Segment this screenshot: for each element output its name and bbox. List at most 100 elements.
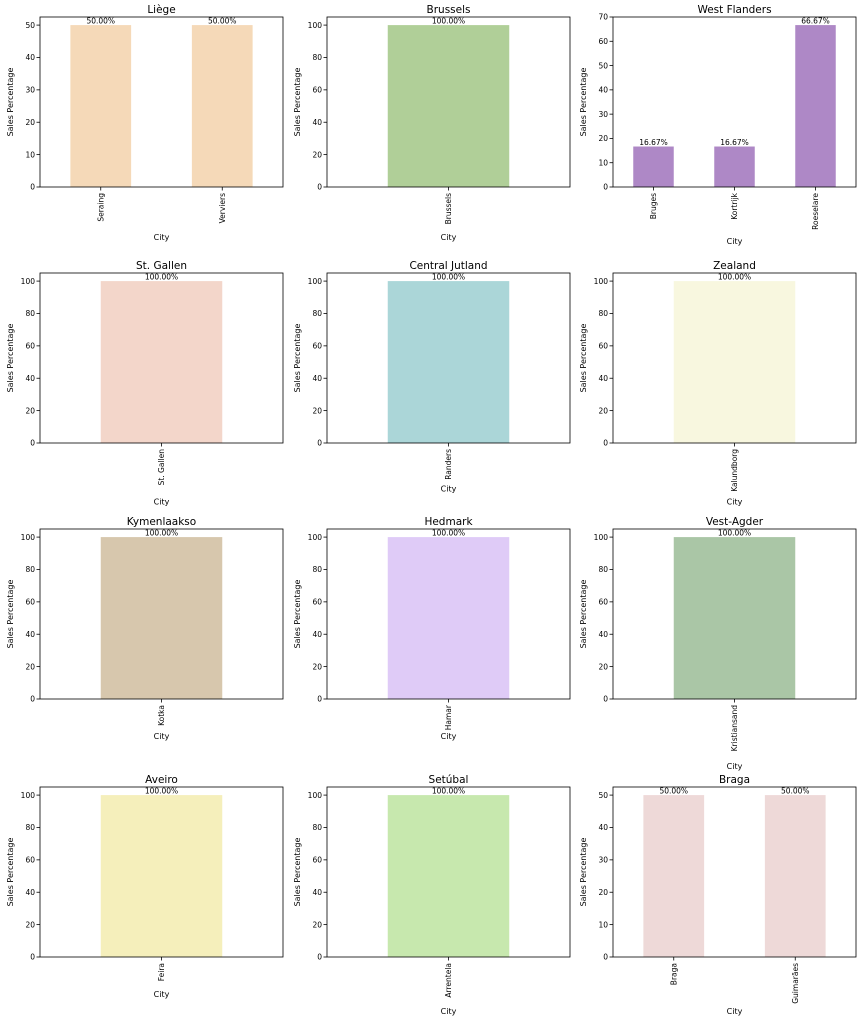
y-tick-label: 60: [312, 86, 322, 95]
y-tick-label: 20: [598, 662, 608, 671]
data-label: 66.67%: [801, 17, 830, 26]
y-tick-label: 0: [30, 439, 35, 448]
y-axis-label: Sales Percentage: [579, 838, 588, 907]
chart-panel-0: Liège 50.00% 50.00% 0 10 20 30 40 50 Seraing Vervi…: [6, 4, 284, 242]
chart-panel-1: Brussels100.00%020406080100BrusselsCityS…: [293, 4, 571, 242]
x-tick-label: Kalundborg: [730, 449, 739, 492]
x-tick-label: Hamar: [444, 704, 453, 730]
y-tick-label: 20: [598, 888, 608, 897]
y-axis-label: Sales Percentage: [293, 68, 302, 137]
y-tick-label: 60: [312, 598, 322, 607]
x-tick-label: Randers: [444, 449, 453, 480]
data-label: 100.00%: [432, 787, 465, 796]
y-tick-label: 0: [603, 183, 608, 192]
bar: [387, 25, 510, 187]
bar: [714, 146, 755, 187]
y-tick-label: 30: [598, 856, 608, 865]
data-label: 100.00%: [432, 529, 465, 538]
y-tick-label: 20: [598, 134, 608, 143]
x-tick-label: Guimarães: [791, 963, 800, 1004]
y-tick-label: 0: [30, 183, 35, 192]
x-tick-label: Kortrijk: [730, 192, 739, 219]
bar: [100, 281, 223, 443]
data-label: 50.00%: [208, 17, 237, 26]
panel-title: Vest-Agder: [706, 516, 764, 528]
data-label: 50.00%: [86, 17, 115, 26]
x-axis-label: City: [441, 484, 457, 493]
y-tick-label: 40: [25, 53, 35, 62]
y-tick-label: 20: [25, 406, 35, 415]
y-tick-label: 0: [603, 695, 608, 704]
y-axis-label: Sales Percentage: [293, 580, 302, 649]
plot-frame: [612, 786, 857, 958]
x-axis-label: City: [727, 498, 743, 507]
chart-panel-2: West Flanders 16.67% 16.67% 66.67% 0 10 20 30 40…: [579, 4, 857, 246]
y-tick-label: 80: [312, 53, 322, 62]
data-label: 100.00%: [145, 529, 178, 538]
y-tick-label: 60: [25, 598, 35, 607]
x-axis-label: City: [154, 990, 170, 999]
y-tick-label: 100: [308, 21, 323, 30]
data-label: 100.00%: [718, 273, 751, 282]
y-tick-label: 100: [594, 533, 609, 542]
panel-title: Setúbal: [429, 774, 469, 786]
y-tick-label: 40: [312, 374, 322, 383]
y-tick-label: 60: [598, 37, 608, 46]
bar: [673, 281, 796, 443]
y-tick-label: 100: [21, 791, 36, 800]
y-tick-label: 40: [312, 888, 322, 897]
x-tick-label: Bruges: [649, 193, 658, 219]
y-tick-label: 80: [25, 309, 35, 318]
x-tick-label: Seraing: [96, 193, 105, 222]
panel-title: Central Jutland: [409, 260, 487, 272]
bar: [764, 795, 826, 957]
data-label: 16.67%: [639, 138, 668, 147]
y-tick-label: 60: [25, 342, 35, 351]
panel-title: Braga: [719, 774, 750, 786]
x-axis-label: City: [441, 233, 457, 242]
y-tick-label: 80: [598, 309, 608, 318]
y-tick-label: 10: [598, 158, 608, 167]
x-tick-label: St. Gallen: [157, 449, 166, 486]
y-axis-label: Sales Percentage: [6, 580, 15, 649]
y-tick-label: 60: [25, 856, 35, 865]
y-axis-label: Sales Percentage: [6, 838, 15, 907]
y-tick-label: 0: [30, 953, 35, 962]
y-tick-label: 20: [312, 662, 322, 671]
x-tick-label: Arrentela: [444, 963, 453, 998]
y-tick-label: 20: [598, 406, 608, 415]
bar: [633, 146, 674, 187]
y-tick-label: 80: [312, 309, 322, 318]
y-tick-label: 20: [25, 662, 35, 671]
x-tick-label: Verviers: [218, 193, 227, 223]
data-label: 100.00%: [718, 529, 751, 538]
y-tick-label: 100: [308, 791, 323, 800]
y-tick-label: 100: [308, 533, 323, 542]
y-tick-label: 100: [594, 277, 609, 286]
plot-frame: [39, 16, 284, 188]
y-tick-label: 50: [598, 61, 608, 70]
bar: [387, 281, 510, 443]
y-tick-label: 100: [21, 277, 36, 286]
x-axis-label: City: [727, 237, 743, 246]
y-tick-label: 40: [598, 630, 608, 639]
x-tick-label: Kotka: [157, 705, 166, 726]
bar: [795, 25, 836, 187]
y-tick-label: 40: [312, 118, 322, 127]
bar: [387, 795, 510, 957]
panel-title: St. Gallen: [136, 260, 187, 272]
y-tick-label: 50: [598, 791, 608, 800]
data-label: 100.00%: [432, 17, 465, 26]
y-tick-label: 0: [603, 439, 608, 448]
panel-title: Zealand: [713, 260, 756, 272]
bar: [387, 537, 510, 699]
data-label: 16.67%: [720, 138, 749, 147]
y-tick-label: 80: [598, 565, 608, 574]
x-axis-label: City: [441, 732, 457, 741]
